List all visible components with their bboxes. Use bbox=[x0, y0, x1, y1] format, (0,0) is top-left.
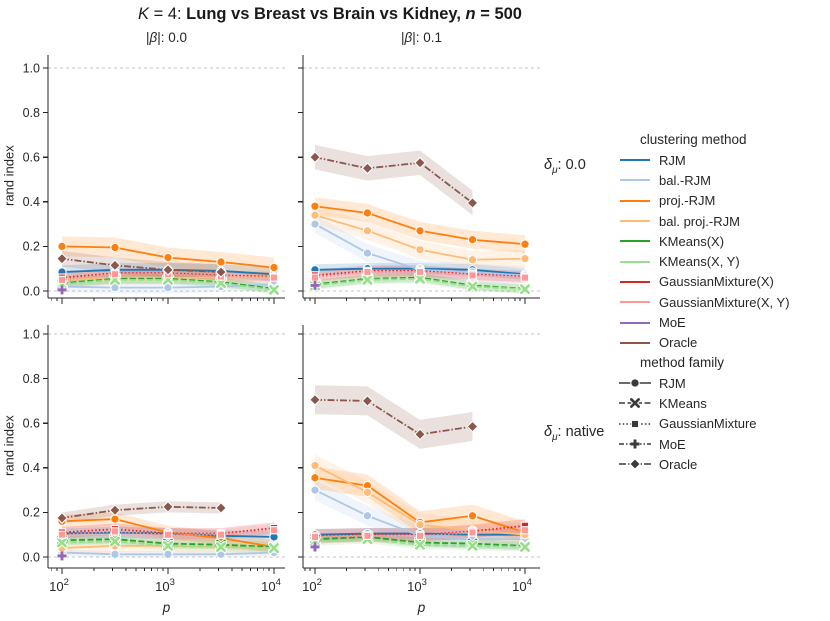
svg-text:0.6: 0.6 bbox=[23, 151, 40, 165]
legend-item-label: GaussianMixture(X) bbox=[659, 274, 774, 290]
figure-title: K = 4: Lung vs Breast vs Brain vs Kidney… bbox=[0, 5, 660, 24]
legend-item-label: KMeans(X) bbox=[659, 233, 725, 249]
title-n: n bbox=[465, 5, 476, 23]
legend-item-label: proj.-RJM bbox=[659, 193, 716, 209]
svg-text:103: 103 bbox=[155, 577, 175, 594]
legend-item-label: MoE bbox=[659, 436, 686, 452]
svg-text:103: 103 bbox=[407, 577, 427, 594]
svg-text:0.8: 0.8 bbox=[23, 372, 40, 386]
svg-text:104: 104 bbox=[512, 577, 532, 594]
legend-item-bal-proj-rjm: bal. proj.-RJM bbox=[618, 211, 830, 231]
legend-item-label: GaussianMixture bbox=[659, 416, 757, 432]
legend-sample bbox=[620, 341, 650, 344]
legend-sample bbox=[619, 397, 651, 410]
legend-sample bbox=[620, 280, 650, 283]
col-header-beta-01: |β|: 0.1 bbox=[400, 30, 442, 45]
legend-item-rjm: RJM bbox=[618, 150, 830, 170]
title-mid: = 4: bbox=[149, 5, 187, 23]
legend-item-label: bal. proj.-RJM bbox=[659, 213, 740, 229]
legend-item-gaussianmixture-x-: GaussianMixture(X) bbox=[618, 272, 830, 292]
svg-text:0.6: 0.6 bbox=[23, 417, 40, 431]
y-axis-label-bottom: rand index bbox=[1, 415, 17, 477]
legend-family-item-moe: MoE bbox=[618, 434, 830, 454]
subplot-2: 0.0 0.2 0.4 0.6 0.8 1.0 102 103 104 bbox=[23, 325, 285, 594]
legend-family-item-gaussianmixture: GaussianMixture bbox=[618, 414, 830, 434]
svg-text:0.0: 0.0 bbox=[23, 550, 40, 564]
legend-item-label: bal.-RJM bbox=[659, 172, 712, 188]
svg-text:104: 104 bbox=[261, 577, 281, 594]
legend-item-label: Oracle bbox=[659, 335, 698, 351]
legend-sample bbox=[620, 321, 650, 324]
svg-text:102: 102 bbox=[49, 577, 69, 594]
legend-item-label: RJM bbox=[659, 152, 686, 168]
col-header-beta-00: |β|: 0.0 bbox=[145, 30, 187, 45]
title-k: K bbox=[138, 5, 150, 23]
legend-sample bbox=[619, 458, 651, 471]
legend-item-label: KMeans bbox=[659, 395, 707, 411]
legend-item-gaussianmixture-x-y-: GaussianMixture(X, Y) bbox=[618, 292, 830, 312]
svg-text:0.2: 0.2 bbox=[23, 240, 40, 254]
legend-family-item-rjm: RJM bbox=[618, 373, 830, 393]
svg-text:0.4: 0.4 bbox=[23, 195, 40, 209]
subplot-1 bbox=[298, 55, 540, 304]
subplot-3: 102 103 104 bbox=[298, 325, 540, 594]
legend-item-label: Oracle bbox=[659, 456, 698, 472]
title-tail: = 500 bbox=[475, 5, 522, 23]
legend-item-label: RJM bbox=[659, 375, 686, 391]
svg-text:0.4: 0.4 bbox=[23, 461, 40, 475]
svg-text:102: 102 bbox=[302, 577, 322, 594]
legend-item-label: KMeans(X, Y) bbox=[659, 254, 740, 270]
legend-sample bbox=[620, 199, 650, 202]
row-label-delta-native: δμ: native bbox=[544, 424, 605, 443]
legend-item-label: GaussianMixture(X, Y) bbox=[659, 294, 790, 310]
legend-item-label: MoE bbox=[659, 315, 686, 331]
legend-sample bbox=[620, 301, 650, 304]
legend-sample bbox=[620, 220, 650, 223]
legend-clustering-items: RJM bal.-RJM proj.-RJM bal. proj.-RJM KMeans… bbox=[618, 150, 830, 353]
legend-sample bbox=[620, 179, 650, 182]
legend-sample bbox=[619, 419, 651, 428]
subplot-0: 0.0 0.2 0.4 0.6 0.8 1.0 bbox=[23, 55, 285, 304]
legend-family-items: RJM KMeans GaussianMixture MoE Oracle bbox=[618, 373, 830, 474]
svg-text:1.0: 1.0 bbox=[23, 327, 40, 341]
row-label-delta-00: δμ: 0.0 bbox=[544, 157, 586, 176]
legend-family-item-oracle: Oracle bbox=[618, 454, 830, 474]
legend-sample bbox=[620, 159, 650, 162]
x-axis-label-left: p bbox=[162, 600, 171, 615]
legend-title-clustering-method: clustering method bbox=[640, 132, 747, 147]
legend-item-kmeans-x-y-: KMeans(X, Y) bbox=[618, 251, 830, 271]
legend-sample bbox=[619, 378, 651, 388]
svg-text:0.8: 0.8 bbox=[23, 106, 40, 120]
legend-title-method-family: method family bbox=[640, 354, 725, 370]
title-main: Lung vs Breast vs Brain vs Kidney, bbox=[186, 5, 466, 23]
legend: clustering method RJM bal.-RJM proj.-RJM ba… bbox=[618, 130, 830, 474]
svg-text:0.0: 0.0 bbox=[23, 284, 40, 298]
legend-item-bal-rjm: bal.-RJM bbox=[618, 170, 830, 190]
legend-family-item-kmeans: KMeans bbox=[618, 393, 830, 413]
legend-item-proj-rjm: proj.-RJM bbox=[618, 191, 830, 211]
svg-text:0.2: 0.2 bbox=[23, 506, 40, 520]
legend-item-moe: MoE bbox=[618, 312, 830, 332]
svg-text:1.0: 1.0 bbox=[23, 61, 40, 75]
legend-sample bbox=[620, 260, 650, 263]
legend-sample bbox=[620, 240, 650, 243]
legend-sample bbox=[619, 439, 651, 449]
y-axis-label-top: rand index bbox=[1, 145, 17, 207]
x-axis-label-right: p bbox=[417, 600, 426, 615]
legend-item-oracle: Oracle bbox=[618, 333, 830, 353]
legend-item-kmeans-x-: KMeans(X) bbox=[618, 231, 830, 251]
